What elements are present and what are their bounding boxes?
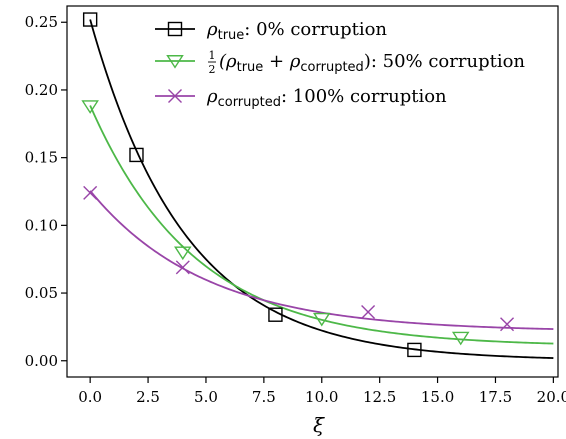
x-tick-label: 0.0 <box>78 388 102 406</box>
x-tick-label: 7.5 <box>252 388 276 406</box>
plot-frame <box>66 5 559 378</box>
y-tick-label: 0.10 <box>25 216 58 234</box>
x-tick-label: 5.0 <box>194 388 218 406</box>
x-tick-label: 10.0 <box>305 388 338 406</box>
legend: ρtrue: 0% corruption (ρtrue + ρcorrupted)… <box>155 19 525 110</box>
data-point-1 <box>451 331 470 346</box>
data-point-2 <box>361 305 376 320</box>
series-line-1 <box>89 105 554 345</box>
series-line-0 <box>89 19 554 359</box>
legend-marker-0 <box>167 21 183 37</box>
data-point-2 <box>175 260 190 275</box>
data-point-2 <box>500 317 515 332</box>
legend-frac-num: 1 <box>209 49 216 62</box>
data-point-1 <box>174 246 192 261</box>
x-tick-label: 2.5 <box>136 388 160 406</box>
legend-label-1: (ρtrue + ρcorrupted): 50% corruption <box>219 51 525 75</box>
legend-label-0: ρtrue: 0% corruption <box>206 19 387 43</box>
legend-frac-den: 2 <box>209 63 216 76</box>
data-point-2 <box>83 185 98 200</box>
series-markers <box>81 12 515 358</box>
legend-marker-1 <box>166 55 184 69</box>
x-tick-label: 12.5 <box>363 388 396 406</box>
series-line-2 <box>89 190 554 330</box>
data-point-0 <box>407 342 422 358</box>
data-point-1 <box>81 100 99 114</box>
legend-marker-2 <box>168 89 182 103</box>
legend-label-2: ρcorrupted: 100% corruption <box>206 86 447 110</box>
y-tick-label: 0.25 <box>25 13 58 31</box>
x-tick-label: 17.5 <box>479 388 512 406</box>
x-tick-label: 20.0 <box>537 388 566 406</box>
axes: 0.0 2.5 5.0 7.5 10.0 12.5 15.0 17.5 20.0 0.00 0.05… <box>25 13 566 437</box>
data-point-0 <box>129 147 144 163</box>
plot-area <box>66 5 559 378</box>
x-axis-label: ξ <box>313 413 325 437</box>
y-tick-label: 0.00 <box>25 352 58 370</box>
y-tick-label: 0.20 <box>25 81 58 99</box>
data-point-1 <box>312 312 331 327</box>
y-tick-label: 0.15 <box>25 149 58 167</box>
x-tick-label: 15.0 <box>421 388 454 406</box>
data-point-0 <box>268 307 283 322</box>
data-point-0 <box>82 12 98 27</box>
y-tick-label: 0.05 <box>25 284 58 302</box>
series-curves <box>89 19 554 359</box>
